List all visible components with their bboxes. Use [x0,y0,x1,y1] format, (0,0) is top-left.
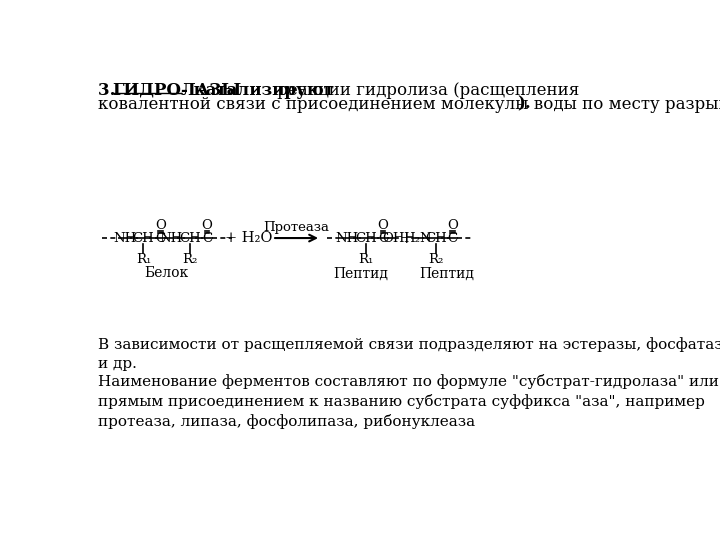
Text: ГИДРОЛАЗЫ: ГИДРОЛАЗЫ [112,82,242,99]
Text: Наименование ферментов составляют по формуле "субстрат-гидролаза" или
прямым при: Наименование ферментов составляют по фор… [98,374,719,429]
Text: R₂: R₂ [182,253,198,266]
Text: Протеаза: Протеаза [264,221,330,234]
Text: C: C [378,232,388,245]
Text: NH: NH [113,232,137,245]
Text: CH: CH [355,232,377,245]
Text: Белок: Белок [145,266,189,280]
Text: NH: NH [336,232,359,245]
Text: O: O [155,219,166,232]
Text: В зависимости от расщепляемой связи подразделяют на эстеразы, фосфатазы, пептида: В зависимости от расщепляемой связи подр… [98,338,720,370]
Text: OH: OH [382,232,405,245]
Text: Пептид: Пептид [420,266,474,280]
Text: O: O [447,219,458,232]
Text: O: O [202,219,212,232]
Text: 3.: 3. [98,82,121,99]
Text: CH: CH [179,232,201,245]
Text: H₂N: H₂N [403,232,432,245]
Text: R₁: R₁ [359,253,374,266]
Text: C: C [202,232,212,245]
Text: +: + [400,230,413,247]
Text: R₁: R₁ [136,253,151,266]
Text: C: C [156,232,166,245]
Text: NH: NH [160,232,183,245]
Text: CH: CH [425,232,446,245]
Text: Пептид: Пептид [334,266,389,280]
Text: R₂: R₂ [428,253,444,266]
Text: ).: ). [517,96,531,113]
Text: - катализируют: - катализируют [181,82,335,99]
Text: C: C [448,232,458,245]
Text: реакции гидролиза (расщепления: реакции гидролиза (расщепления [272,82,580,99]
Text: ковалентной связи с присоединением молекулы воды по месту разрыва: ковалентной связи с присоединением молек… [98,96,720,113]
Text: CH: CH [132,232,154,245]
Text: O: O [377,219,388,232]
Text: + H₂O: + H₂O [225,231,273,245]
